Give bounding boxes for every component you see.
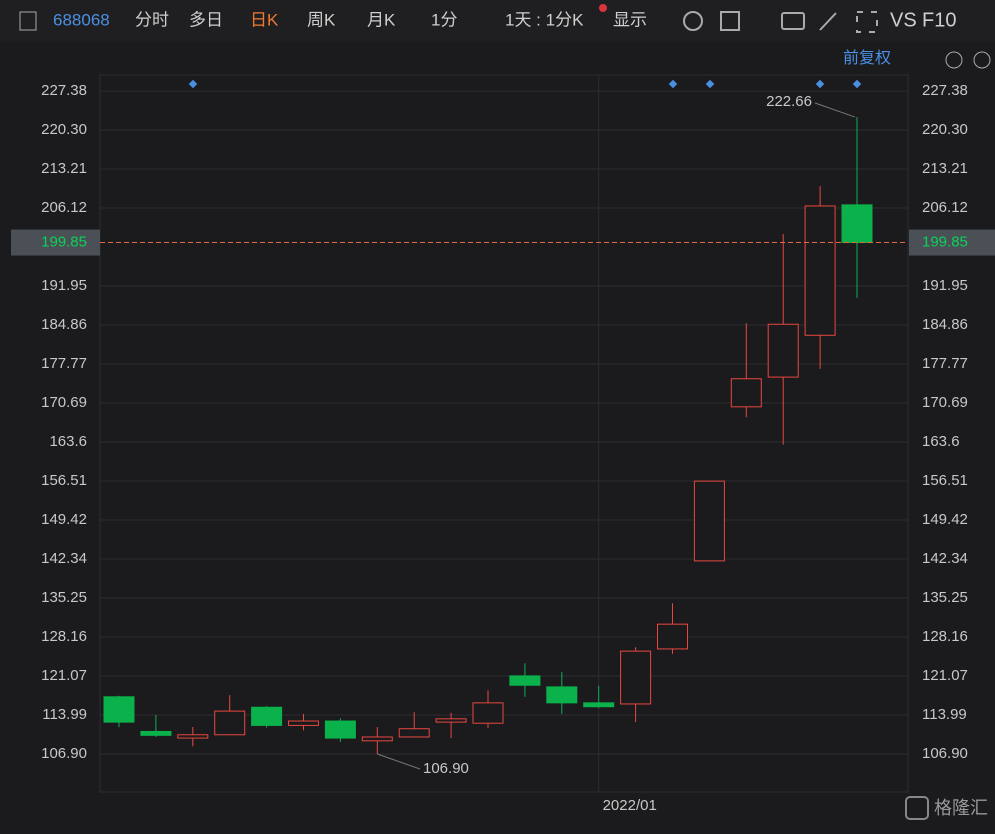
icon [19,11,37,31]
candle-body [361,736,393,742]
y-tick-label: 170.69 [41,394,87,411]
watermark: 格隆汇 [934,798,988,818]
y-tick-label: 170.69 [922,394,968,411]
tab[interactable]: 分时 [135,10,169,29]
marker [852,79,862,89]
candle-body [657,623,688,650]
tab[interactable]: 显示 [613,10,647,29]
y-tick-label: 149.42 [41,511,87,528]
marker [705,79,715,89]
tab[interactable]: 1天 : 1分K [505,10,584,29]
y-tick-label: 156.51 [41,472,87,489]
y-tick-label: 191.95 [922,277,968,294]
markers [188,79,862,89]
candle-body [251,706,283,726]
y-tick-label: 135.25 [41,589,87,606]
y-tick-label: 163.6 [49,433,87,450]
y-tick-label: 128.16 [41,628,87,645]
fullscreen-icon[interactable] [856,11,878,33]
adjust-button[interactable]: 前复权 [843,49,891,67]
price-tag-bg [11,229,100,256]
y-tick-label: 113.99 [922,706,967,723]
tab[interactable]: 多日 [189,10,223,29]
candle-body [693,480,725,562]
y-tick-label: 227.38 [41,82,87,99]
stock-code[interactable]: 688068 [53,10,110,29]
marker [668,79,678,89]
y-tick-label: 106.90 [922,745,968,762]
y-tick-label: 220.30 [41,121,87,138]
candle-body [841,204,873,244]
x-tick-label: 2022/01 [603,797,657,814]
logo [905,796,929,820]
tab[interactable]: 1分 [431,10,457,29]
y-tick-label: 156.51 [922,472,968,489]
y-tick-label: 184.86 [922,316,968,333]
low-label: 106.90 [423,760,469,777]
y-tick-label: 199.85 [41,234,87,251]
y-tick-label: 121.07 [922,667,968,684]
candle-body [730,378,762,408]
y-tick-label: 177.77 [41,355,87,372]
candle-body [103,696,135,723]
candle-body [583,702,615,708]
y-tick-label: 106.90 [41,745,87,762]
candle-body [324,720,356,739]
zoom-in[interactable] [973,51,991,69]
tab[interactable]: VS [890,9,917,31]
y-tick-label: 121.07 [41,667,87,684]
marker [815,79,825,89]
y-tick-label: 142.34 [41,550,87,567]
candle-body [767,323,799,378]
badge [599,4,607,12]
y-tick-label: 184.86 [41,316,87,333]
y-tick-label: 227.38 [922,82,968,99]
tab[interactable]: F10 [922,9,956,31]
y-tick-label: 135.25 [922,589,968,606]
y-tick-label: 149.42 [922,511,968,528]
leader [377,753,421,770]
camera-icon[interactable] [781,12,805,30]
y-tick-label: 177.77 [922,355,968,372]
settings-icon[interactable] [683,11,703,31]
candle-body [546,686,578,704]
y-tick-label: 199.85 [922,234,968,251]
leader [814,102,856,118]
candle-body [288,720,319,726]
candle-body [620,650,652,705]
tab[interactable]: 周K [307,10,336,29]
y-tick-label: 191.95 [41,277,87,294]
candle-body [214,710,246,736]
y-tick-label: 128.16 [922,628,968,645]
tab[interactable]: 月K [367,10,396,29]
price-tag-bg [909,229,995,256]
candle-body [177,734,209,739]
candle-body [140,730,172,736]
y-tick-label: 206.12 [922,199,968,216]
candle-body [435,718,467,723]
plot-frame [99,74,909,793]
candle-body [804,205,836,336]
candle-body [472,702,504,724]
y-tick-label: 163.6 [922,433,960,450]
high-label: 222.66 [766,93,812,110]
y-tick-label: 220.30 [922,121,968,138]
tab-active[interactable]: 日K [250,10,279,29]
y-tick-label: 213.21 [922,160,968,177]
candle-body [398,728,430,738]
y-tick-label: 113.99 [42,706,87,723]
zoom-out[interactable] [945,51,963,69]
candle-body [509,675,541,686]
y-tick-label: 142.34 [922,550,968,567]
icon[interactable] [720,11,740,31]
pen-icon[interactable] [819,12,837,31]
y-tick-label: 213.21 [41,160,87,177]
marker [188,79,198,89]
y-tick-label: 206.12 [41,199,87,216]
